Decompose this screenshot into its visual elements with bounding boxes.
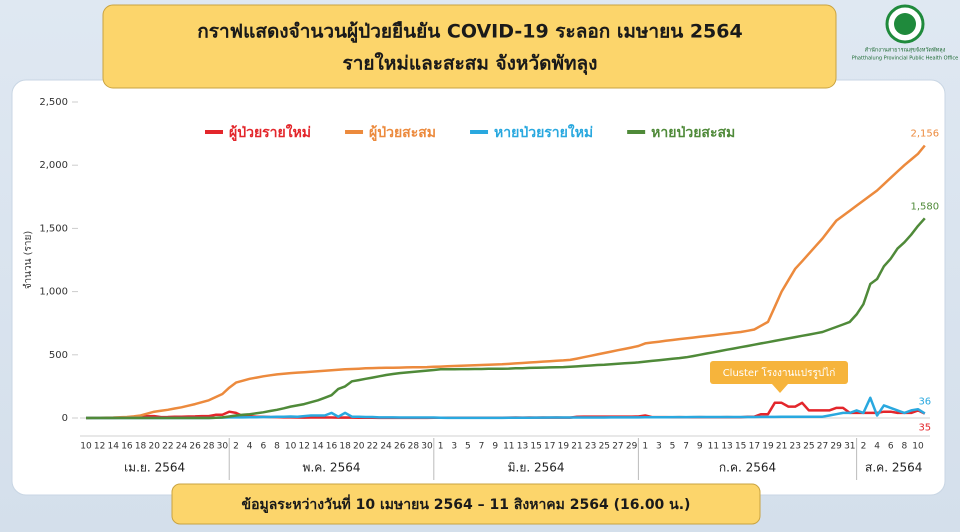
x-tick-label: 2: [861, 442, 867, 452]
x-tick-label: 27: [817, 442, 828, 452]
x-tick-label: 12: [299, 442, 310, 452]
x-tick-label: 13: [517, 442, 528, 452]
x-tick-label: 26: [394, 442, 406, 452]
x-tick-label: 6: [260, 442, 266, 452]
x-tick-label: 26: [189, 442, 201, 452]
x-tick-label: 1: [438, 442, 444, 452]
series-line: [85, 144, 926, 420]
legend-label: ผู้ป่วยรายใหม่: [229, 123, 311, 141]
data-label: 2,156: [910, 128, 939, 139]
y-tick-label: 500: [49, 350, 68, 361]
annotation: Cluster โรงงานแปรรูปไก่: [710, 361, 848, 393]
x-tick-label: 16: [121, 442, 133, 452]
x-tick-label: 20: [353, 442, 365, 452]
y-tick-label: 2,000: [39, 160, 68, 171]
x-tick-label: 24: [176, 442, 188, 452]
x-group-label: ส.ค. 2564: [865, 461, 922, 475]
y-axis-label: จำนวน (ราย): [23, 231, 34, 290]
title: กราฟแสดงจำนวนผู้ป่วยยืนยัน COVID-19 ระลอ…: [197, 21, 742, 44]
x-tick-label: 14: [312, 442, 324, 452]
x-tick-label: 21: [571, 442, 582, 452]
y-tick-label: 1,000: [39, 287, 68, 298]
x-tick-label: 6: [888, 442, 894, 452]
x-tick-label: 17: [749, 442, 760, 452]
x-tick-label: 16: [326, 442, 338, 452]
x-group-label: พ.ค. 2564: [303, 461, 361, 475]
logo-text: สำนักงานสาธารณสุขจังหวัดพัทลุง: [865, 47, 946, 54]
x-tick-label: 24: [380, 442, 392, 452]
x-tick-label: 1: [642, 442, 648, 452]
x-tick-label: 10: [80, 442, 92, 452]
x-tick-label: 29: [830, 442, 842, 452]
x-tick-label: 10: [285, 442, 297, 452]
legend-label: ผู้ป่วยสะสม: [369, 125, 436, 141]
x-tick-label: 23: [790, 442, 801, 452]
x-tick-label: 28: [408, 442, 420, 452]
data-label: 35: [918, 423, 931, 434]
x-tick-label: 12: [94, 442, 105, 452]
x-tick-label: 15: [530, 442, 541, 452]
x-group-label: เม.ย. 2564: [124, 461, 185, 475]
x-tick-label: 3: [656, 442, 662, 452]
x-tick-label: 21: [776, 442, 787, 452]
y-tick-label: 0: [62, 413, 68, 424]
legend-label: หายป่วยรายใหม่: [494, 123, 593, 141]
title-box: [102, 4, 837, 89]
x-tick-label: 18: [339, 442, 351, 452]
x-tick-label: 29: [626, 442, 638, 452]
x-tick-label: 22: [162, 442, 173, 452]
x-tick-label: 7: [683, 442, 689, 452]
chart-panel: [11, 79, 946, 496]
x-tick-label: 17: [544, 442, 555, 452]
x-tick-label: 15: [735, 442, 746, 452]
x-tick-label: 3: [451, 442, 457, 452]
x-tick-label: 30: [217, 442, 229, 452]
logo-text: Phatthalung Provincial Public Health Off…: [852, 56, 959, 62]
x-tick-label: 27: [612, 442, 623, 452]
x-tick-label: 18: [135, 442, 147, 452]
x-tick-label: 10: [912, 442, 924, 452]
x-tick-label: 28: [203, 442, 215, 452]
title: รายใหม่และสะสม จังหวัดพัทลุง: [343, 52, 598, 76]
x-group-label: มิ.ย. 2564: [508, 461, 565, 475]
y-tick-label: 1,500: [39, 223, 68, 234]
x-tick-label: 31: [844, 442, 855, 452]
footer: ข้อมูลระหว่างวันที่ 10 เมษายน 2564 – 11 …: [242, 494, 691, 513]
x-tick-label: 5: [670, 442, 676, 452]
annotation-box: [710, 361, 848, 384]
annotation-arrow: [772, 384, 788, 393]
footer-box: [171, 483, 761, 525]
x-tick-label: 19: [558, 442, 570, 452]
series-line: [86, 217, 926, 420]
x-tick-label: 20: [148, 442, 160, 452]
x-tick-label: 11: [503, 442, 514, 452]
x-tick-label: 8: [274, 442, 280, 452]
data-label: 36: [918, 396, 931, 407]
x-tick-label: 2: [233, 442, 239, 452]
logo: สำนักงานสาธารณสุขจังหวัดพัทลุง Phatthalu…: [852, 4, 959, 62]
x-tick-label: 11: [708, 442, 719, 452]
x-tick-label: 19: [762, 442, 774, 452]
x-tick-label: 23: [585, 442, 596, 452]
x-tick-label: 25: [803, 442, 814, 452]
x-tick-label: 14: [108, 442, 120, 452]
x-tick-label: 22: [367, 442, 378, 452]
y-tick-label: 2,500: [39, 97, 68, 108]
x-tick-label: 9: [697, 442, 703, 452]
data-label: 1,580: [910, 201, 939, 212]
legend-label: หายป่วยสะสม: [651, 125, 735, 141]
x-tick-label: 4: [874, 442, 880, 452]
x-tick-label: 4: [247, 442, 253, 452]
x-tick-label: 30: [421, 442, 433, 452]
x-tick-label: 13: [721, 442, 732, 452]
x-tick-label: 8: [901, 442, 907, 452]
x-tick-label: 5: [465, 442, 471, 452]
annotation-text: Cluster โรงงานแปรรูปไก่: [723, 366, 836, 379]
x-tick-label: 7: [479, 442, 485, 452]
x-tick-label: 25: [599, 442, 610, 452]
x-tick-label: 9: [492, 442, 498, 452]
x-group-label: ก.ค. 2564: [719, 461, 776, 475]
